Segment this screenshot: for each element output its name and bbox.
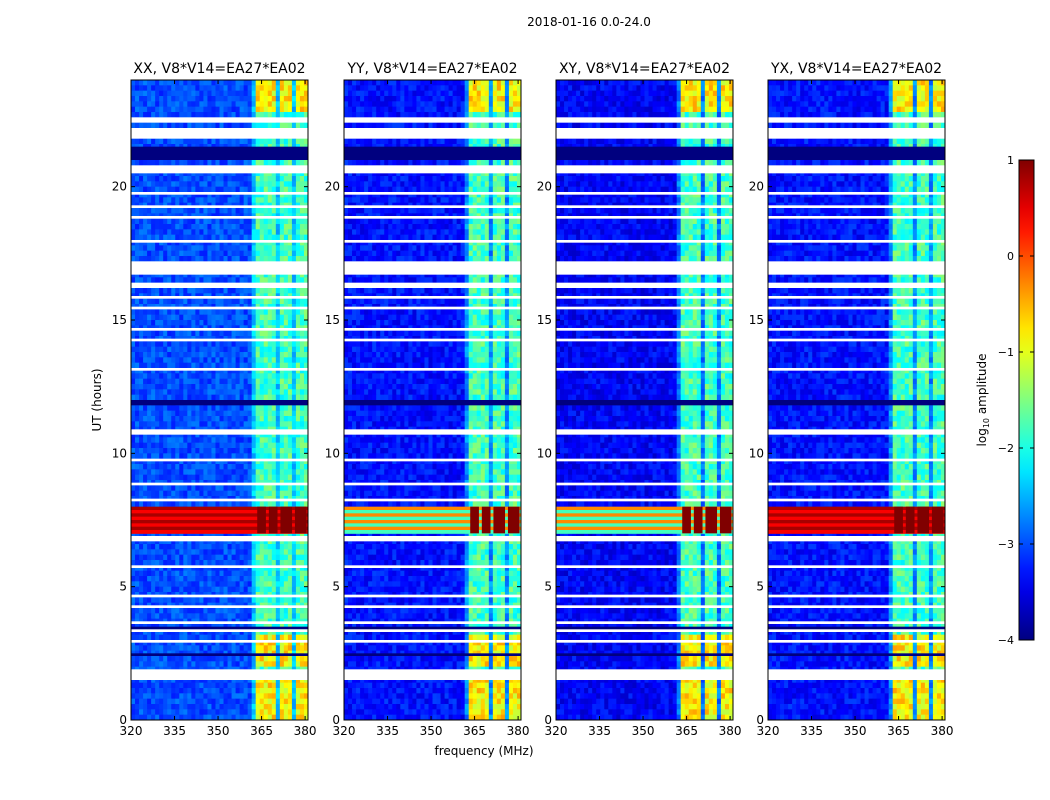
x-tick-label: 380: [719, 724, 742, 738]
x-tick-label: 320: [120, 724, 143, 738]
y-tick-label: 0: [332, 713, 340, 727]
x-tick-label: 350: [844, 724, 867, 738]
colorbar-tick-label: −2: [998, 442, 1014, 455]
y-tick-label: 20: [325, 180, 340, 194]
panel-0: XX, V8*V14=EA27*EA02 320 335 350 365 380 0 5 10 1…: [112, 61, 317, 738]
colorbar-tick-label: −3: [998, 538, 1014, 551]
x-tick-label: 335: [376, 724, 399, 738]
panel-2: XY, V8*V14=EA27*EA02 320 335 350 365 380 0 5 10 1…: [537, 61, 742, 738]
y-tick-label: 0: [544, 713, 552, 727]
x-tick-label: 365: [675, 724, 698, 738]
y-tick-label: 0: [119, 713, 127, 727]
x-tick-label: 365: [250, 724, 273, 738]
y-tick-label: 15: [325, 313, 340, 327]
x-tick-label: 320: [545, 724, 568, 738]
colorbar-gradient: [1018, 159, 1035, 641]
y-tick-label: 10: [749, 446, 764, 460]
colorbar-tick-label: 0: [1007, 250, 1014, 263]
colorbar-tick-label: 1: [1007, 154, 1014, 167]
y-tick-label: 15: [537, 313, 552, 327]
y-tick-label: 5: [544, 580, 552, 594]
y-tick-label: 10: [537, 446, 552, 460]
panel-1: YY, V8*V14=EA27*EA02 320 335 350 365 380 0 5 10 1…: [325, 61, 530, 738]
x-tick-label: 365: [463, 724, 486, 738]
colorbar-label: log10 amplitude: [975, 354, 991, 447]
x-tick-label: 380: [931, 724, 954, 738]
panel-image: [344, 80, 521, 720]
y-tick-label: 10: [325, 446, 340, 460]
x-tick-label: 350: [420, 724, 443, 738]
x-tick-label: 350: [207, 724, 230, 738]
panel-title: YY, V8*V14=EA27*EA02: [346, 61, 517, 77]
y-tick-label: 20: [537, 180, 552, 194]
y-tick-label: 5: [756, 580, 764, 594]
y-tick-label: 20: [749, 180, 764, 194]
x-tick-label: 320: [333, 724, 356, 738]
colorbar-tick-label: −1: [998, 346, 1014, 359]
colorbar-label-sub: 10: [982, 418, 991, 428]
x-tick-label: 335: [588, 724, 611, 738]
x-tick-label: 335: [800, 724, 823, 738]
panel-image: [131, 80, 308, 720]
colorbar-tick-label: −4: [998, 634, 1014, 647]
colorbar-label-rest: amplitude: [975, 354, 989, 418]
panels: XX, V8*V14=EA27*EA02 320 335 350 365 380 0 5 10 1…: [112, 61, 954, 738]
panel-title: XY, V8*V14=EA27*EA02: [559, 61, 730, 77]
y-tick-label: 5: [119, 580, 127, 594]
y-tick-label: 15: [749, 313, 764, 327]
x-tick-label: 380: [294, 724, 317, 738]
panel-3: YX, V8*V14=EA27*EA02 320 335 350 365 380 0 5 10 1…: [749, 61, 954, 738]
x-tick-label: 365: [887, 724, 910, 738]
x-tick-label: 380: [507, 724, 530, 738]
panel-image: [556, 80, 733, 720]
y-tick-label: 10: [112, 446, 127, 460]
x-tick-label: 350: [632, 724, 655, 738]
x-tick-label: 320: [757, 724, 780, 738]
y-tick-label: 15: [112, 313, 127, 327]
x-tick-label: 335: [163, 724, 186, 738]
colorbar-label-base: log: [975, 428, 989, 446]
figure-title: 2018-01-16 0.0-24.0: [527, 15, 651, 29]
y-tick-label: 0: [756, 713, 764, 727]
x-axis-label: frequency (MHz): [434, 744, 533, 758]
y-axis-label: UT (hours): [90, 368, 104, 431]
panel-title: YX, V8*V14=EA27*EA02: [770, 61, 942, 77]
panel-title: XX, V8*V14=EA27*EA02: [133, 61, 305, 77]
panel-image: [768, 80, 945, 720]
y-tick-label: 20: [112, 180, 127, 194]
y-tick-label: 5: [332, 580, 340, 594]
